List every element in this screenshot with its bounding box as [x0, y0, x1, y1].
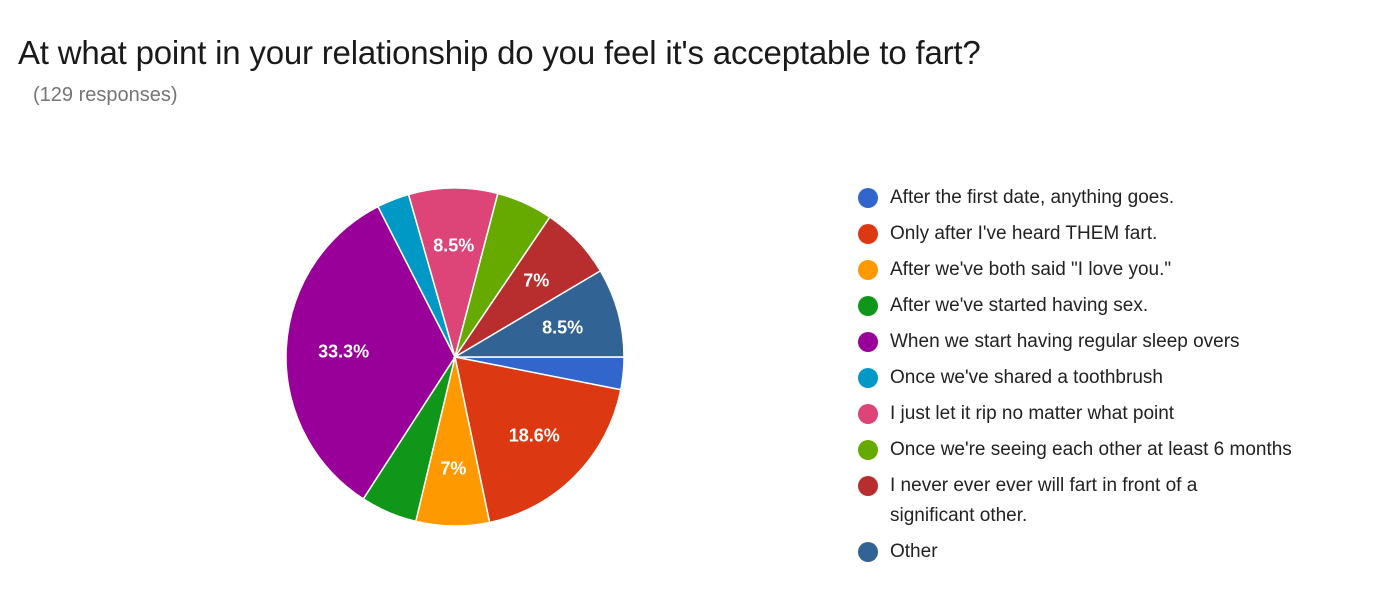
legend-swatch — [858, 404, 878, 424]
legend-label: Once we're seeing each other at least 6 … — [890, 439, 1292, 460]
legend-label: Once we've shared a toothbrush — [890, 367, 1163, 388]
legend-item-other: Other — [858, 537, 1330, 567]
legend-swatch — [858, 368, 878, 388]
legend-swatch — [858, 332, 878, 352]
legend-swatch — [858, 476, 878, 496]
legend-item-only-after-i-ve-heard-them-fart: Only after I've heard THEM fart. — [858, 219, 1330, 249]
response-count: (129 responses) — [33, 84, 178, 106]
pie-slice-labels: 18.6% 7% 33.3% 8.5% 7% 8.5% — [318, 235, 583, 478]
slice-label-only-after-i-ve-heard-them-fart: 18.6% — [509, 425, 560, 445]
pie-chart: 18.6% 7% 33.3% 8.5% 7% 8.5% — [285, 187, 625, 527]
legend-swatch — [858, 296, 878, 316]
legend-swatch — [858, 542, 878, 562]
pie-slice-only-after-i-ve-heard-them-fart — [454, 356, 622, 524]
legend-item-after-we-ve-started-having-sex: After we've started having sex. — [858, 291, 1330, 321]
legend-label: Other — [890, 541, 938, 562]
legend: After the first date, anything goes. Only… — [858, 183, 1330, 573]
slice-label-i-never-ever-ever-will-fart-in-front-of-: 7% — [523, 271, 549, 291]
legend-swatch — [858, 224, 878, 244]
legend-swatch — [858, 188, 878, 208]
slice-label-when-we-start-having-regular-sleep-overs: 33.3% — [318, 341, 369, 361]
legend-label: I never ever ever will fart in front of … — [890, 475, 1198, 526]
legend-swatch — [858, 440, 878, 460]
legend-label: After we've started having sex. — [890, 295, 1149, 316]
pie-slices — [285, 187, 625, 527]
legend-item-after-we-ve-both-said-i-love-you: After we've both said "I love you." — [858, 255, 1330, 285]
slice-label-after-we-ve-both-said-i-love-you: 7% — [440, 459, 466, 479]
legend-swatch — [858, 260, 878, 280]
pie-slice-other — [452, 269, 625, 358]
legend-item-once-we-ve-shared-a-toothbrush: Once we've shared a toothbrush — [858, 363, 1330, 393]
pie-slice-i-just-let-it-rip-no-matter-what-point — [407, 187, 499, 360]
legend-label: After we've both said "I love you." — [890, 259, 1172, 280]
legend-item-after-the-first-date-anything-goes: After the first date, anything goes. — [858, 183, 1330, 213]
legend-label: When we start having regular sleep overs — [890, 331, 1240, 352]
slice-label-other: 8.5% — [542, 318, 583, 338]
legend-item-when-we-start-having-regular-sleep-overs: When we start having regular sleep overs — [858, 327, 1330, 357]
pie-slice-when-we-start-having-regular-sleep-overs — [285, 205, 456, 500]
legend-item-i-just-let-it-rip-no-matter-what-point: I just let it rip no matter what point — [858, 399, 1330, 429]
legend-label: I just let it rip no matter what point — [890, 403, 1175, 424]
legend-label: After the first date, anything goes. — [890, 187, 1175, 208]
legend-label: Only after I've heard THEM fart. — [890, 223, 1158, 244]
slice-label-i-just-let-it-rip-no-matter-what-point: 8.5% — [433, 235, 474, 255]
chart-title: At what point in your relationship do yo… — [18, 34, 981, 71]
legend-item-once-we-re-seeing-each-other-at-least-6-: Once we're seeing each other at least 6 … — [858, 435, 1330, 465]
legend-item-i-never-ever-ever-will-fart-in-front-of-: I never ever ever will fart in front of … — [858, 471, 1270, 531]
